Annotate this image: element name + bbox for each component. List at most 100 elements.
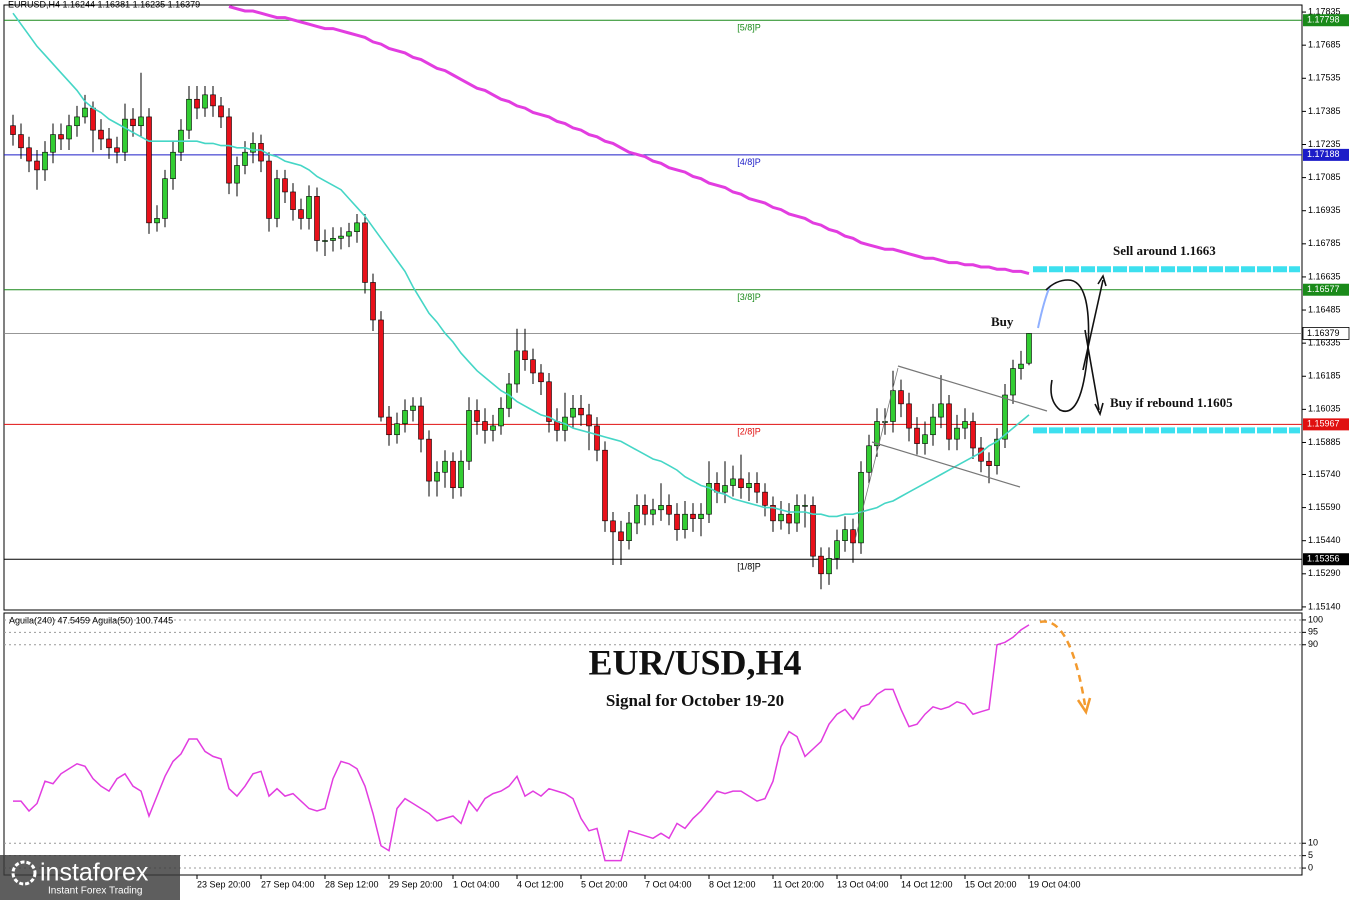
candle-body xyxy=(234,165,240,184)
candle-body xyxy=(514,350,520,385)
candle-body xyxy=(346,231,352,237)
y-tick-label: 1.16635 xyxy=(1308,271,1341,281)
y-tick-label: 1.16335 xyxy=(1308,338,1341,348)
candle-body xyxy=(530,359,536,374)
candle-body xyxy=(354,222,360,232)
candle-body xyxy=(250,143,256,153)
candle-body xyxy=(194,98,200,109)
candle-body xyxy=(18,134,24,149)
y-tick-label: 10 xyxy=(1308,838,1318,848)
price-tag xyxy=(1303,418,1349,431)
chart-subtitle: Signal for October 19-20 xyxy=(606,691,784,710)
x-tick-label: 19 Oct 04:00 xyxy=(1029,879,1081,889)
candle-body xyxy=(730,478,736,486)
price-tag xyxy=(1303,14,1349,27)
y-tick-label: 1.15290 xyxy=(1308,568,1341,578)
candle-body xyxy=(450,460,456,489)
candle-body xyxy=(930,416,936,436)
y-tick-label: 1.17685 xyxy=(1308,40,1341,50)
candle-body xyxy=(946,403,952,440)
x-tick-label: 13 Oct 04:00 xyxy=(837,879,889,889)
candle-body xyxy=(378,319,384,418)
forecast-arrow-head xyxy=(1076,697,1092,715)
candle-body xyxy=(914,427,920,444)
channel-bottom xyxy=(871,441,1021,488)
candle-body xyxy=(306,196,312,219)
price-tag-label: 1.15967 xyxy=(1307,419,1340,429)
candle-body xyxy=(386,416,392,436)
candle-body xyxy=(474,410,480,422)
candle-body xyxy=(458,460,464,489)
price-tag xyxy=(1303,553,1349,566)
candle-body xyxy=(114,147,120,153)
candle-body xyxy=(1010,368,1016,396)
candle-body xyxy=(66,125,72,140)
candle-body xyxy=(778,513,784,522)
chart-header: EURUSD,H4 1.16244 1.16381 1.16235 1.1637… xyxy=(8,0,200,9)
candle-body xyxy=(874,421,880,447)
rebound-arrow-head xyxy=(1094,402,1104,417)
candle-body xyxy=(338,235,344,239)
level-label: [3/8]P xyxy=(737,292,761,302)
channel-top xyxy=(897,365,1048,412)
y-tick-label: 95 xyxy=(1308,627,1318,637)
level-label: [2/8]P xyxy=(737,427,761,437)
y-tick-label: 1.15140 xyxy=(1308,601,1341,611)
candle-body xyxy=(330,238,336,241)
y-tick-label: 1.15440 xyxy=(1308,535,1341,545)
candle-body xyxy=(170,151,176,180)
y-tick-label: 5 xyxy=(1308,850,1313,860)
trend-line xyxy=(854,367,899,541)
candle-body xyxy=(490,425,496,431)
candle-body xyxy=(426,438,432,482)
indicator-line xyxy=(13,624,1030,862)
candle-body xyxy=(74,116,80,127)
candle-body xyxy=(682,513,688,530)
annotation: Buy if rebound 1.1605 xyxy=(1110,395,1233,410)
buy-arrow xyxy=(1037,285,1051,329)
candle-body xyxy=(58,134,64,140)
candle-body xyxy=(210,94,216,107)
candle-body xyxy=(546,381,552,422)
candle-body xyxy=(362,222,368,283)
y-tick-label: 90 xyxy=(1308,639,1318,649)
annotation: Buy xyxy=(991,314,1014,329)
x-tick-label: 5 Oct 20:00 xyxy=(581,879,628,889)
candle-body xyxy=(418,405,424,440)
candle-body xyxy=(770,505,776,522)
candle-body xyxy=(266,160,272,219)
candle-body xyxy=(802,505,808,507)
candle-body xyxy=(90,107,96,131)
candle-body xyxy=(186,98,192,131)
y-tick-label: 1.16035 xyxy=(1308,404,1341,414)
plot-layer: 1.17835 1.17685 1.17535 1.17385 1.17235 1.170… xyxy=(4,5,1350,889)
candle-body xyxy=(482,421,488,431)
x-tick-label: 7 Oct 04:00 xyxy=(645,879,692,889)
candle-body xyxy=(826,558,832,575)
sell-arrow xyxy=(1082,279,1104,371)
indicator-header: Aguila(240) 47.5459 Aguila(50) 100.7445 xyxy=(9,615,173,625)
candle-body xyxy=(1026,333,1032,364)
y-tick-label: 1.17535 xyxy=(1308,73,1341,83)
candle-body xyxy=(906,403,912,429)
candle-body xyxy=(538,372,544,383)
candle-body xyxy=(954,427,960,440)
candle-body xyxy=(282,178,288,193)
y-tick-label: 1.17235 xyxy=(1308,139,1341,149)
x-tick-label: 8 Oct 12:00 xyxy=(709,879,756,889)
candle-body xyxy=(690,513,696,519)
candle-body xyxy=(658,505,664,511)
candle-body xyxy=(50,134,56,153)
candle-body xyxy=(314,196,320,241)
candle-body xyxy=(794,505,800,524)
candle-body xyxy=(394,423,400,436)
candle-body xyxy=(674,513,680,530)
y-tick-label: 1.17835 xyxy=(1308,6,1341,16)
candle-body xyxy=(554,421,560,431)
candle-body xyxy=(570,407,576,418)
candle-body xyxy=(866,445,872,473)
candle-body xyxy=(850,529,856,544)
x-tick-label: 29 Sep 20:00 xyxy=(389,879,443,889)
